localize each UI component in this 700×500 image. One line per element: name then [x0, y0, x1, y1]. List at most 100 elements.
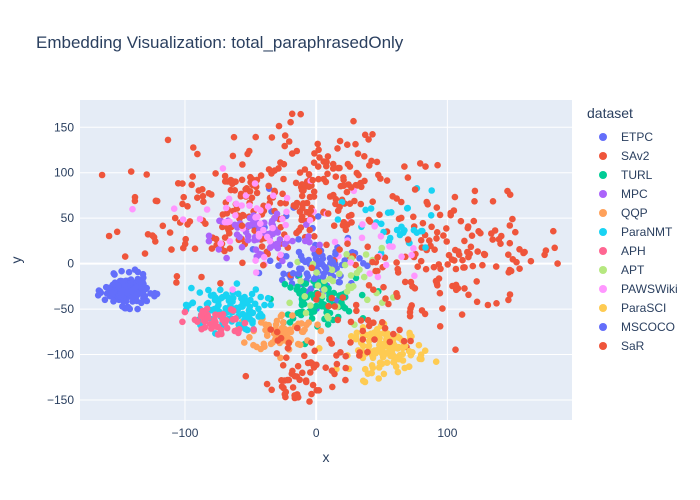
- legend-item-etpc[interactable]: ETPC: [587, 127, 678, 146]
- scatter-point: [513, 258, 520, 266]
- scatter-point: [310, 193, 318, 200]
- scatter-point: [321, 286, 328, 293]
- scatter-point: [198, 311, 205, 319]
- scatter-point: [352, 334, 360, 341]
- scatter-point: [385, 300, 392, 308]
- scatter-point: [289, 312, 296, 319]
- scatter-point: [296, 265, 303, 273]
- legend-marker-icon: [599, 265, 607, 274]
- legend-item-parasci[interactable]: ParaSCI: [587, 298, 678, 317]
- scatter-point: [257, 293, 265, 301]
- scatter-point: [132, 291, 139, 299]
- scatter-point: [428, 223, 435, 231]
- scatter-point: [302, 309, 310, 317]
- scatter-point: [337, 182, 345, 190]
- scatter-point: [432, 358, 440, 366]
- legend-item-sar[interactable]: SaR: [587, 336, 678, 355]
- legend-item-turl[interactable]: TURL: [587, 165, 678, 184]
- scatter-point: [306, 226, 314, 234]
- scatter-point: [260, 253, 268, 261]
- scatter-point: [336, 246, 343, 253]
- scatter-point: [354, 150, 362, 157]
- scatter-point: [450, 207, 458, 214]
- scatter-point: [375, 375, 383, 382]
- scatter-point: [325, 302, 332, 310]
- scatter-point: [113, 228, 121, 236]
- scatter-point: [203, 300, 211, 308]
- scatter-point: [348, 211, 355, 219]
- scatter-point: [260, 261, 267, 269]
- scatter-point: [332, 250, 339, 258]
- scatter-point: [190, 144, 197, 151]
- legend-item-mpc[interactable]: MPC: [587, 184, 678, 203]
- scatter-point: [200, 198, 207, 205]
- legend-item-aph[interactable]: APH: [587, 241, 678, 260]
- scatter-point: [394, 265, 402, 273]
- scatter-point: [334, 216, 342, 223]
- scatter-point: [324, 313, 331, 320]
- scatter-point: [289, 384, 297, 391]
- scatter-point: [211, 296, 219, 304]
- scatter-point: [409, 283, 416, 290]
- scatter-point: [267, 301, 275, 309]
- legend-item-mscoco[interactable]: MSCOCO: [587, 317, 678, 336]
- scatter-point: [341, 261, 349, 269]
- scatter-point: [505, 296, 512, 304]
- scatter-point: [252, 257, 259, 264]
- scatter-point: [182, 235, 189, 243]
- y-tick-label: 0: [67, 257, 74, 271]
- scatter-point: [379, 319, 386, 326]
- scatter-point: [215, 246, 223, 253]
- scatter-point: [464, 223, 472, 230]
- scatter-point: [331, 303, 339, 310]
- legend-label: APT: [621, 262, 645, 277]
- scatter-point: [301, 166, 309, 173]
- legend-item-pawswiki[interactable]: PAWSWiki: [587, 279, 678, 298]
- scatter-point: [278, 311, 286, 319]
- scatter-point: [238, 202, 245, 209]
- scatter-point: [394, 293, 401, 301]
- scatter-point: [401, 163, 408, 170]
- scatter-point: [307, 207, 315, 215]
- scatter-point: [406, 329, 413, 337]
- scatter-point: [238, 243, 246, 251]
- scatter-point: [452, 346, 459, 354]
- scatter-point: [368, 348, 376, 356]
- scatter-point: [264, 294, 272, 302]
- scatter-point: [361, 153, 368, 160]
- scatter-point: [272, 321, 280, 328]
- legend-item-paranmt[interactable]: ParaNMT: [587, 222, 678, 241]
- scatter-point: [314, 140, 322, 148]
- scatter-point: [306, 216, 314, 224]
- scatter-point: [284, 344, 292, 352]
- scatter-point: [343, 251, 350, 258]
- scatter-point: [422, 265, 430, 273]
- scatter-point: [279, 190, 286, 198]
- scatter-point: [280, 270, 287, 278]
- scatter-point: [352, 274, 360, 282]
- scatter-point: [140, 274, 147, 282]
- scatter-point: [246, 202, 253, 209]
- scatter-point: [378, 244, 386, 252]
- legend-marker-icon: [599, 189, 607, 198]
- scatter-point: [381, 324, 389, 332]
- scatter-point: [215, 301, 222, 309]
- scatter-point: [273, 242, 280, 249]
- legend-item-apt[interactable]: APT: [587, 260, 678, 279]
- scatter-point: [298, 192, 306, 200]
- scatter-point: [447, 211, 455, 219]
- scatter-point: [383, 359, 391, 367]
- scatter-point: [377, 233, 385, 240]
- scatter-point: [119, 303, 126, 310]
- scatter-point: [479, 261, 486, 269]
- scatter-point: [396, 231, 404, 239]
- scatter-point: [226, 245, 234, 252]
- scatter-point: [372, 267, 379, 275]
- legend-item-qqp[interactable]: QQP: [587, 203, 678, 222]
- scatter-point: [310, 188, 318, 195]
- legend-item-sav2[interactable]: SAv2: [587, 146, 678, 165]
- scatter-point: [470, 217, 478, 225]
- scatter-point: [385, 238, 393, 245]
- scatter-point: [471, 198, 478, 205]
